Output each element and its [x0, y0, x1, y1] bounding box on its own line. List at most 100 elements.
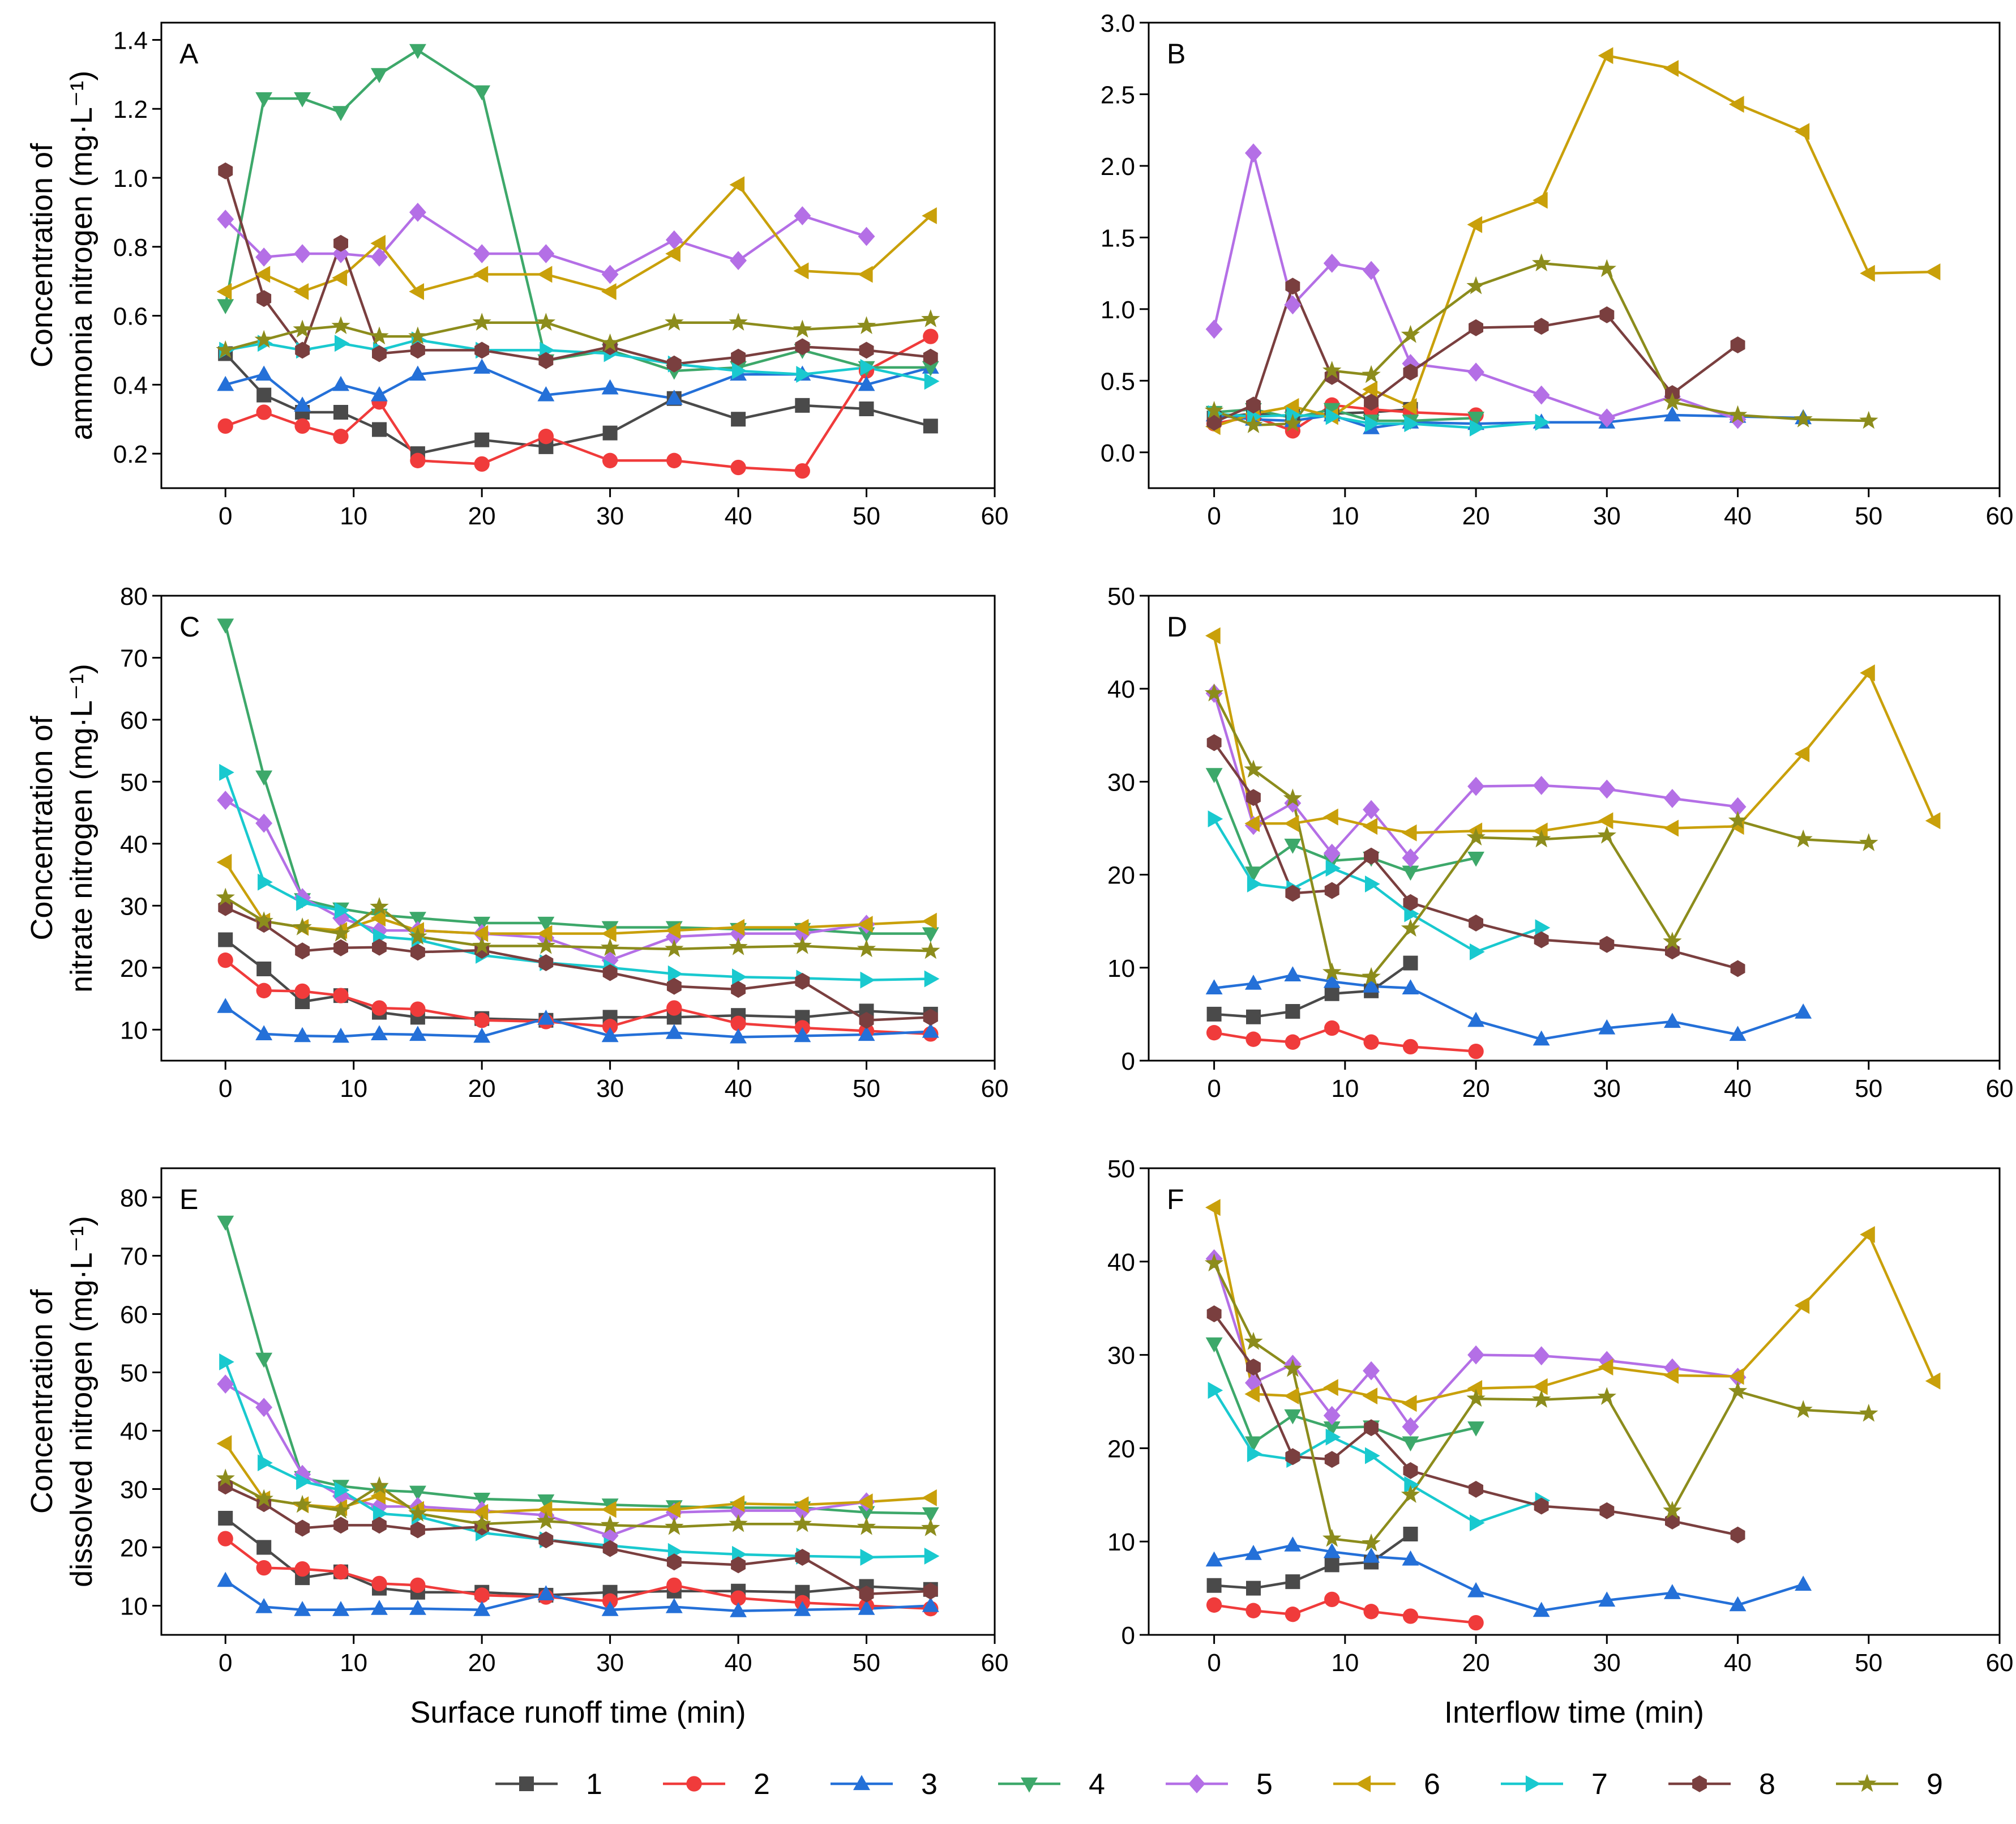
series-6-point [1728, 1368, 1744, 1385]
series-9-point [857, 316, 876, 334]
x-tick-label: 60 [1986, 1649, 2014, 1677]
series-8-point [1285, 1448, 1300, 1466]
x-tick-label: 10 [1331, 502, 1359, 530]
series-8-point [923, 348, 938, 366]
series-7-point [924, 373, 940, 390]
series-8-point [1246, 396, 1261, 414]
y-tick-label: 1.2 [113, 96, 148, 123]
series-1-point [218, 932, 233, 947]
series-7-point [1208, 1382, 1223, 1399]
x-tick-label: 50 [853, 502, 880, 530]
series-6-line [1213, 54, 1934, 428]
series-9-point [1728, 810, 1748, 829]
series-3-point [537, 386, 555, 401]
series-6-point [729, 919, 745, 936]
series-7-point [296, 894, 311, 911]
series-6-line [1213, 1207, 1936, 1405]
series-3-point [1729, 1026, 1747, 1041]
series-9-point [1244, 759, 1263, 778]
series-6-point [793, 919, 809, 936]
x-tick-label: 10 [1331, 1075, 1359, 1103]
series-7-point [296, 1473, 311, 1490]
series-6-point [1663, 819, 1679, 837]
series-4-point [294, 92, 311, 108]
series-5-point [1533, 385, 1550, 405]
series-1-line [1214, 962, 1411, 1019]
series-3-point [537, 1010, 555, 1025]
series-2-point [602, 452, 618, 468]
x-tick-label: 0 [1207, 1649, 1221, 1677]
series-3-line [1214, 973, 1804, 1041]
series-1-point [218, 1511, 233, 1526]
y-tick-label: 40 [1107, 676, 1135, 703]
y-tick-label: 0.2 [113, 441, 148, 468]
series-3-point [217, 375, 234, 391]
series-6-point [1663, 1366, 1679, 1384]
series-7-point [1404, 1476, 1420, 1493]
series-1-point [474, 432, 490, 447]
series-8-point [1730, 960, 1745, 977]
series-1-point [602, 425, 618, 441]
series-5-point [1467, 1345, 1484, 1365]
series-9-point [1362, 967, 1381, 985]
series-5-point [1323, 254, 1341, 273]
series-2-point [294, 418, 310, 434]
series-4-point [922, 1507, 939, 1523]
series-4-point [858, 1506, 875, 1522]
series-4-point [1402, 1436, 1419, 1452]
legend: 1 2 3 4 5 6 7 8 9 [495, 1768, 1943, 1801]
series-6-point [665, 922, 680, 939]
x-tick-label: 30 [1593, 1649, 1621, 1677]
series-9-point [408, 1503, 427, 1522]
series-6-point [1244, 815, 1260, 832]
series-7-point [1470, 943, 1485, 960]
series-2-point [474, 1013, 490, 1028]
y-tick-label: 10 [1107, 1528, 1135, 1556]
series-4-point [1205, 768, 1223, 783]
series-7-point [219, 764, 234, 781]
series-5-point [1598, 779, 1616, 799]
series-3-point [1245, 1545, 1262, 1560]
x-tick-label: 30 [596, 1649, 624, 1677]
series-8-point [859, 1586, 874, 1603]
series-3-point [730, 1602, 747, 1617]
series-5-point [217, 210, 234, 229]
series-6-point [1283, 398, 1299, 415]
series-8-point [859, 1011, 874, 1029]
x-tick-label: 50 [1855, 1075, 1882, 1103]
series-8-point [1469, 1481, 1483, 1498]
series-9-point [370, 326, 389, 345]
series-8-point [1403, 364, 1418, 381]
series-3-point [1363, 977, 1380, 993]
series-7-point [258, 1454, 273, 1472]
series-8-point [1730, 336, 1745, 353]
series-2-point [294, 1561, 310, 1577]
x-tick-label: 40 [725, 1649, 752, 1677]
series-9-point [254, 911, 273, 929]
series-9-point [1322, 361, 1342, 379]
x-tick-label: 60 [981, 502, 1009, 530]
series-5-point [294, 244, 311, 263]
series-8-point [795, 1549, 810, 1566]
series-6-point [1323, 808, 1338, 826]
series-8-point [1599, 306, 1615, 323]
series-9-point [331, 1501, 350, 1519]
x-tick-label: 0 [1207, 502, 1221, 530]
series-7-point [1325, 408, 1341, 425]
series-6-point [857, 1493, 873, 1511]
series-4-point [922, 927, 939, 943]
series-8-point [372, 345, 387, 362]
series-9-point [1204, 400, 1224, 419]
series-5-line [224, 211, 867, 276]
x-axis-label: Surface runoff time (min) [410, 1695, 746, 1729]
series-3-point [858, 375, 875, 391]
series-9-point [1859, 1403, 1878, 1422]
series-8-point [1469, 915, 1483, 932]
series-6-point [601, 925, 617, 942]
panel-b: 0 10 20 30 40 50 60 0.0 0.5 1.0 1.5 2.0 2.5 3.0 B [1101, 10, 2014, 530]
series-8-point [1206, 413, 1222, 431]
x-tick-label: 10 [1331, 1649, 1359, 1677]
series-6-point [1205, 1199, 1221, 1216]
series-6-point [1533, 822, 1548, 840]
series-3-point [371, 1600, 388, 1615]
